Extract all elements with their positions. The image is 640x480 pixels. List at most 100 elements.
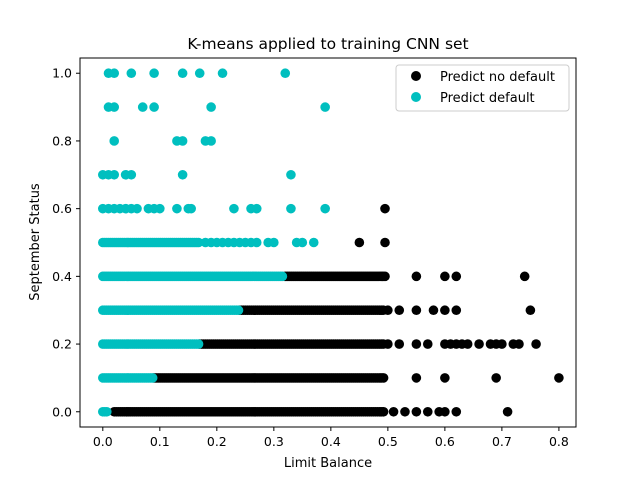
y-tick-label: 0.0 <box>52 404 72 419</box>
y-tick-label: 0.6 <box>52 201 72 216</box>
point-default <box>155 203 165 214</box>
point-no-default <box>383 339 393 349</box>
chart-title: K-means applied to training CNN set <box>187 35 468 53</box>
point-default <box>251 203 262 214</box>
point-no-default <box>514 339 524 349</box>
point-no-default <box>422 406 433 417</box>
point-no-default <box>474 339 484 349</box>
point-default <box>217 68 228 79</box>
x-tick-label: 0.2 <box>207 434 227 449</box>
point-no-default <box>411 406 422 417</box>
y-axis: 0.0 0.2 0.4 0.6 0.8 1.0 <box>52 66 80 419</box>
point-no-default <box>388 406 399 417</box>
legend: Predict no default Predict default <box>395 64 570 112</box>
point-default <box>172 203 182 214</box>
point-default <box>251 237 262 248</box>
x-tick-label: 0.7 <box>492 434 512 449</box>
x-tick-label: 0.0 <box>93 434 113 449</box>
legend-marker-default <box>411 92 421 102</box>
point-default <box>277 271 288 282</box>
point-no-default <box>354 237 365 248</box>
point-default <box>280 68 291 79</box>
point-no-default <box>378 406 389 417</box>
point-no-default <box>525 305 536 316</box>
legend-marker-no-default <box>411 71 421 81</box>
point-no-default <box>440 305 450 316</box>
point-no-default <box>497 339 507 349</box>
point-default <box>137 102 148 112</box>
point-default <box>132 203 142 214</box>
point-default <box>193 237 204 248</box>
point-no-default <box>411 305 422 316</box>
x-tick-label: 0.6 <box>435 434 455 449</box>
point-default <box>206 136 216 146</box>
point-default <box>177 136 188 146</box>
x-tick-label: 0.1 <box>150 434 170 449</box>
point-no-default <box>380 237 390 248</box>
point-default <box>233 305 244 316</box>
point-no-default <box>411 271 422 282</box>
point-default <box>109 136 120 146</box>
point-default <box>286 169 296 180</box>
y-tick-label: 1.0 <box>52 66 72 81</box>
y-tick-label: 0.2 <box>52 337 72 352</box>
point-default <box>308 237 319 248</box>
point-no-default <box>451 406 462 417</box>
point-default <box>320 203 330 214</box>
point-no-default <box>491 373 501 383</box>
point-no-default <box>440 406 450 417</box>
point-no-default <box>451 305 462 316</box>
point-default <box>109 102 120 112</box>
legend-label-default: Predict default <box>440 91 535 106</box>
point-default <box>149 68 159 79</box>
point-default <box>177 68 188 79</box>
point-default <box>286 203 296 214</box>
point-default <box>147 373 158 383</box>
point-no-default <box>422 339 433 349</box>
x-tick-label: 0.4 <box>321 434 341 449</box>
point-no-default <box>411 339 422 349</box>
points-layer <box>98 68 564 417</box>
point-default <box>109 169 120 180</box>
point-no-default <box>519 271 530 282</box>
point-no-default <box>378 373 389 383</box>
x-axis: 0.0 0.1 0.2 0.3 0.4 0.5 0.6 0.7 0.8 <box>93 427 569 449</box>
legend-label-no-default: Predict no default <box>440 70 555 85</box>
point-no-default <box>440 373 450 383</box>
point-default <box>206 102 216 112</box>
point-default <box>149 102 159 112</box>
point-default <box>229 203 239 214</box>
point-default <box>193 339 204 349</box>
point-no-default <box>394 339 405 349</box>
legend-box <box>395 64 570 112</box>
y-axis-label: September Status <box>28 183 43 301</box>
point-default <box>126 68 137 79</box>
plot-frame <box>79 57 577 428</box>
x-tick-label: 0.5 <box>378 434 398 449</box>
point-default <box>186 203 196 214</box>
point-no-default <box>531 339 541 349</box>
x-tick-label: 0.8 <box>549 434 569 449</box>
point-no-default <box>554 373 564 383</box>
point-no-default <box>451 271 462 282</box>
point-no-default <box>383 305 393 316</box>
point-default <box>126 169 137 180</box>
point-no-default <box>380 203 390 214</box>
point-no-default <box>428 305 439 316</box>
point-default <box>109 68 120 79</box>
point-no-default <box>394 305 405 316</box>
point-default <box>177 169 188 180</box>
point-no-default <box>440 271 450 282</box>
x-tick-label: 0.3 <box>264 434 284 449</box>
x-axis-label: Limit Balance <box>284 456 372 471</box>
point-no-default <box>380 271 390 282</box>
y-tick-label: 0.8 <box>52 133 72 148</box>
point-default <box>102 406 112 417</box>
point-no-default <box>502 406 513 417</box>
y-tick-label: 0.4 <box>52 269 72 284</box>
point-default <box>320 102 330 112</box>
point-default <box>297 237 308 248</box>
point-no-default <box>411 373 422 383</box>
point-default <box>194 68 205 79</box>
